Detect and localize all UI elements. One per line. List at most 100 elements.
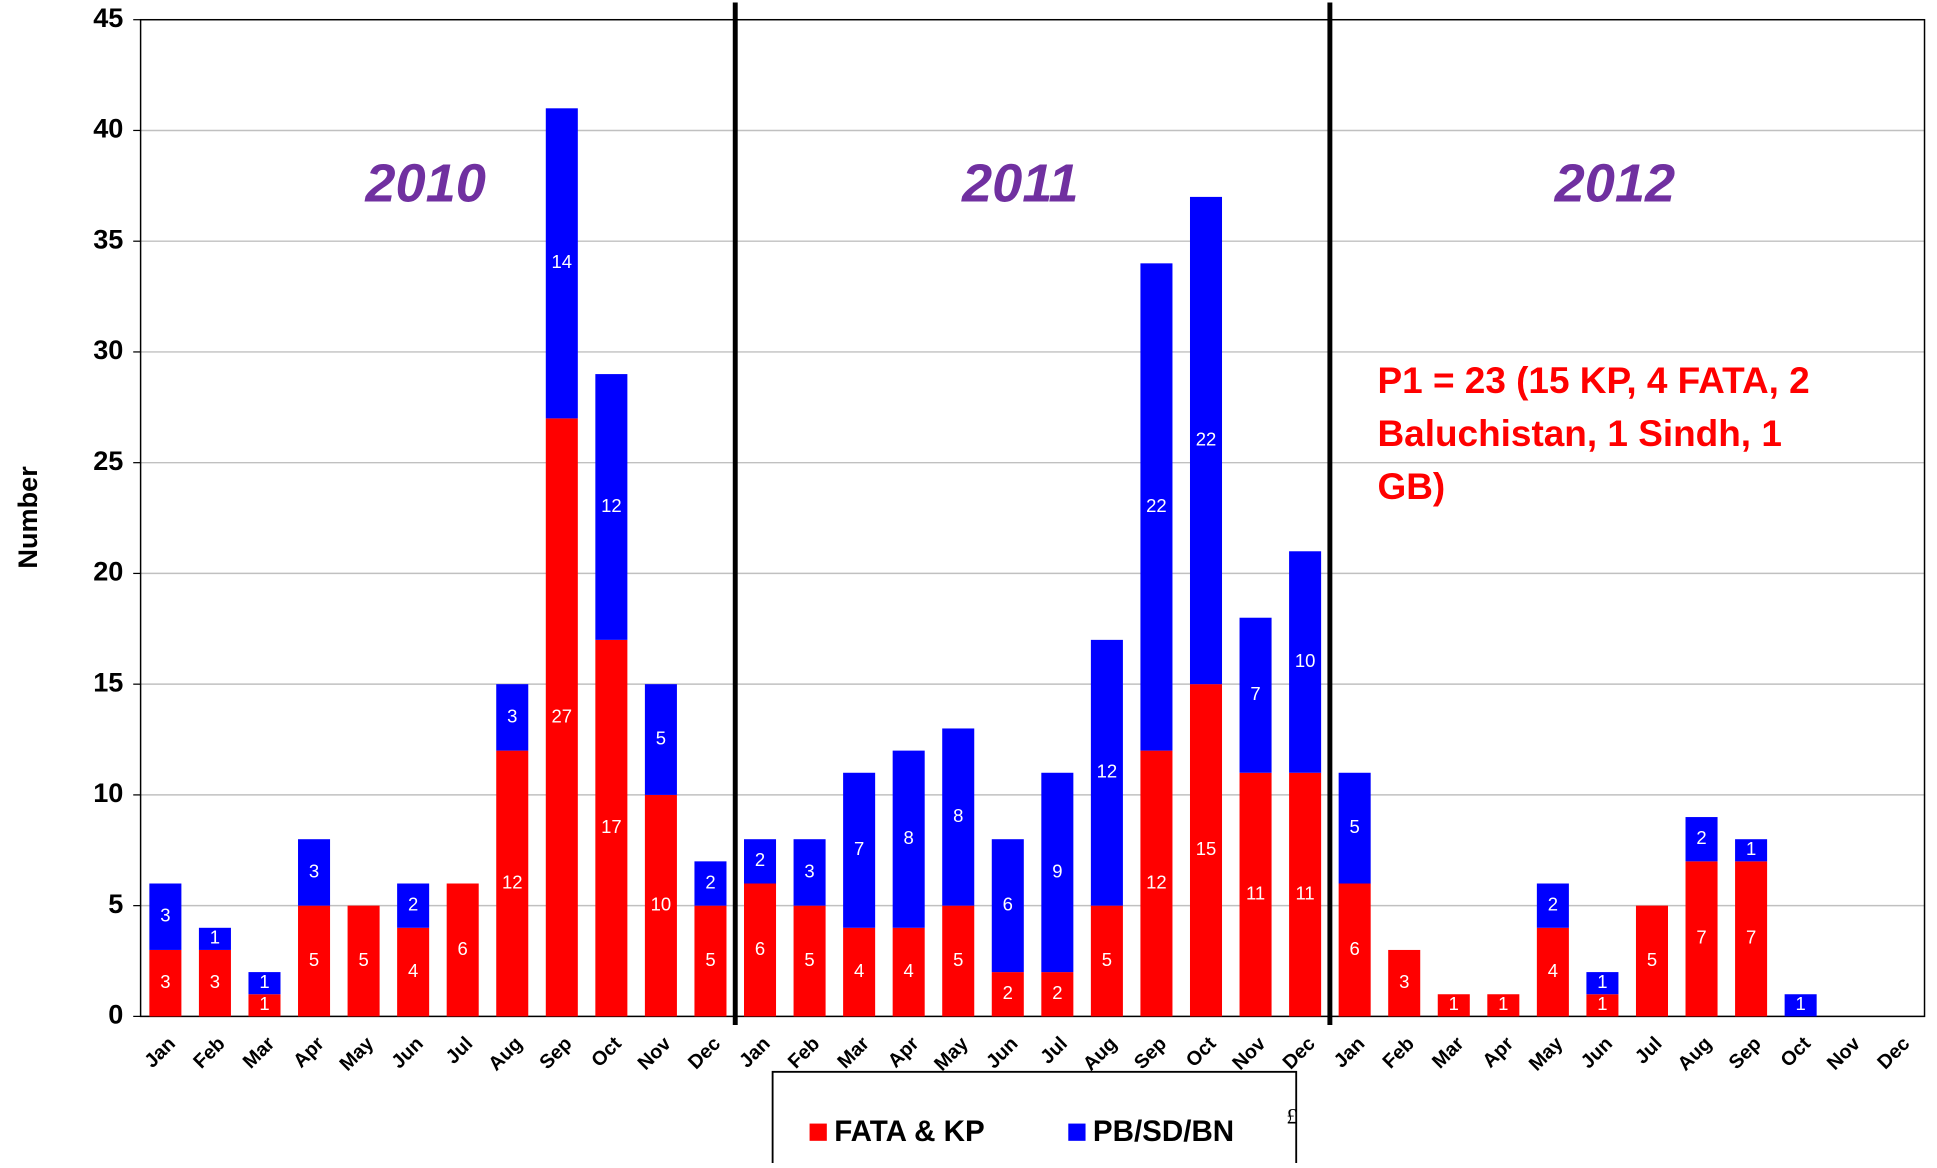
bar-segment — [1536, 883, 1569, 928]
annotation: P1 = 23 (15 KP, 4 FATA, 2 — [1378, 360, 1810, 401]
period-label: 2010 — [364, 154, 486, 214]
data-label: 8 — [953, 805, 963, 826]
data-label: 8 — [904, 827, 914, 848]
data-label: 12 — [1146, 871, 1167, 892]
data-label: 11 — [1296, 882, 1315, 903]
data-label: 2 — [408, 894, 418, 915]
x-tick-label: Apr — [289, 1032, 329, 1072]
x-tick-label: Dec — [1279, 1033, 1320, 1074]
y-tick-label: 45 — [93, 2, 123, 33]
bar-segment — [1735, 839, 1768, 862]
data-label: 1 — [1597, 993, 1607, 1014]
data-label: 22 — [1196, 428, 1217, 449]
bar-segment — [1338, 883, 1371, 1017]
bar-segment — [1289, 772, 1322, 1017]
bar-segment — [149, 949, 182, 1017]
bar-segment — [892, 927, 925, 1017]
x-tick-label: Sep — [1130, 1033, 1171, 1074]
legend-box — [771, 1070, 1298, 1168]
bar-segment — [248, 972, 281, 995]
data-label: 5 — [656, 727, 666, 748]
x-tick-label: Aug — [484, 1033, 527, 1076]
legend-label: FATA & KP — [834, 1115, 984, 1148]
footnote: £ — [1286, 1104, 1297, 1129]
data-label: 7 — [1250, 683, 1260, 704]
x-tick-label: Oct — [587, 1032, 626, 1071]
data-label: 5 — [953, 949, 963, 970]
data-label: 3 — [210, 971, 220, 992]
bar-segment — [595, 374, 628, 640]
bar-segment — [198, 949, 231, 1017]
data-label: 5 — [1350, 816, 1360, 837]
bar-segment — [545, 418, 578, 1017]
bar-segment — [1685, 817, 1718, 862]
bar-segment — [397, 927, 430, 1017]
bar-segment — [1041, 972, 1074, 1017]
bar-segment — [644, 684, 677, 795]
data-label: 11 — [1246, 882, 1265, 903]
bar-segment — [1090, 905, 1123, 1017]
data-label: 6 — [458, 938, 468, 959]
x-tick-label: May — [336, 1033, 379, 1076]
data-label: 7 — [854, 838, 864, 859]
y-tick-label: 35 — [93, 223, 123, 254]
plot-frame — [139, 18, 1926, 1018]
x-tick-label: Mar — [833, 1032, 874, 1073]
data-label: 2 — [1548, 894, 1558, 915]
bar-segment — [1289, 551, 1322, 773]
bar-segment — [347, 905, 380, 1017]
x-tick-label: Aug — [1673, 1033, 1716, 1076]
data-label: 12 — [502, 871, 523, 892]
data-label: 5 — [804, 949, 814, 970]
data-label: 5 — [358, 949, 368, 970]
x-tick-label: Jan — [1330, 1033, 1370, 1073]
x-tick-label: Jun — [982, 1033, 1022, 1073]
annotation: GB) — [1378, 466, 1446, 507]
bar-segment — [1536, 927, 1569, 1017]
data-label: 14 — [552, 251, 573, 272]
bar-segment — [446, 883, 479, 1017]
x-tick-label: Feb — [1378, 1033, 1418, 1073]
data-label: 5 — [1647, 949, 1657, 970]
bar-segment — [991, 972, 1024, 1017]
data-label: 4 — [408, 960, 418, 981]
data-label: 6 — [755, 938, 765, 959]
data-label: 27 — [552, 705, 573, 726]
y-tick-label: 40 — [93, 113, 123, 144]
x-tick-label: Dec — [684, 1033, 725, 1074]
y-tick-label: 0 — [108, 999, 123, 1030]
bar-segment — [892, 750, 925, 928]
data-label: 3 — [804, 860, 814, 881]
data-label: 7 — [1696, 927, 1706, 948]
x-tick-label: Sep — [535, 1033, 576, 1074]
data-label: 2 — [705, 871, 715, 892]
y-tick-label: 10 — [93, 777, 123, 808]
x-tick-label: Aug — [1079, 1033, 1122, 1076]
data-label: 22 — [1146, 495, 1167, 516]
bar-segment — [1388, 949, 1421, 1017]
bar-segment — [942, 728, 975, 906]
y-tick-label: 5 — [108, 888, 123, 919]
y-tick-label: 25 — [93, 445, 123, 476]
bar-segment — [694, 861, 727, 906]
data-label: 4 — [854, 960, 864, 981]
bar-segment — [298, 839, 331, 906]
bar-segment — [1338, 772, 1371, 884]
legend-label: PB/SD/BN — [1093, 1115, 1234, 1148]
x-tick-label: Dec — [1873, 1033, 1914, 1074]
x-tick-label: Oct — [1182, 1032, 1221, 1071]
data-label: 3 — [507, 705, 517, 726]
bar-segment — [793, 905, 826, 1017]
bar-segment — [149, 883, 182, 950]
bar-segment — [1090, 639, 1123, 906]
data-label: 9 — [1052, 860, 1062, 881]
data-label: 10 — [1295, 650, 1316, 671]
bar-segment — [744, 883, 777, 1017]
x-tick-label: May — [1525, 1033, 1568, 1076]
bar-segment — [1735, 861, 1768, 1017]
bar-segment — [843, 927, 876, 1017]
x-tick-label: Jun — [1577, 1033, 1617, 1073]
data-label: 12 — [601, 495, 622, 516]
